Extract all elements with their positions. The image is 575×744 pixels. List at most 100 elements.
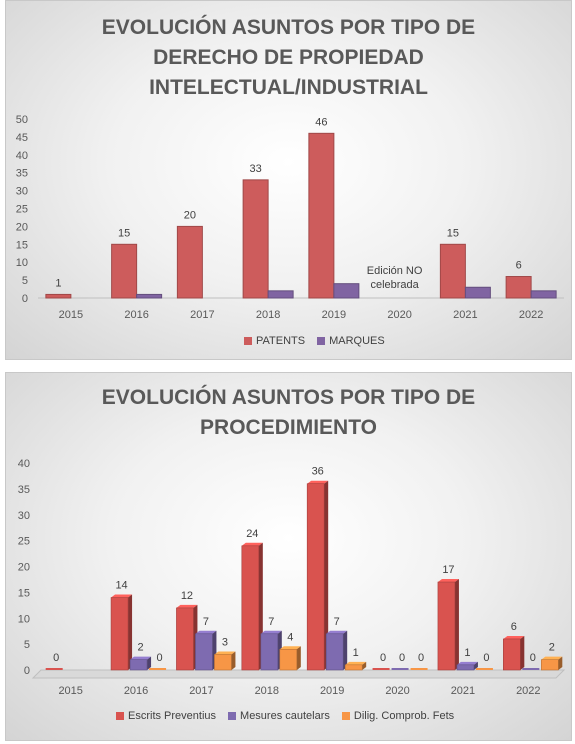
data-label: 15 bbox=[447, 227, 459, 239]
y-tick-label: 5 bbox=[22, 275, 28, 287]
bar-side-1 bbox=[324, 480, 329, 670]
bar-side-1 bbox=[454, 579, 459, 670]
bar-3 bbox=[541, 659, 559, 671]
bar-top-2 bbox=[456, 661, 478, 665]
bar-patents bbox=[308, 132, 335, 299]
chart-title-line: EVOLUCIÓN ASUNTOS POR TIPO DE bbox=[101, 16, 476, 39]
bar-top-2 bbox=[195, 630, 217, 634]
bar-side-3 bbox=[296, 646, 301, 670]
bar-2 bbox=[391, 668, 409, 670]
bar-2 bbox=[522, 668, 540, 670]
bar-chart-procedure: 0510152025303540201502016142020171273201… bbox=[18, 458, 566, 697]
y-tick-label: 45 bbox=[16, 132, 28, 144]
y-tick-label: 15 bbox=[16, 239, 28, 251]
bar-patents bbox=[242, 179, 269, 299]
bar-3 bbox=[344, 664, 363, 671]
legend-swatch bbox=[244, 337, 252, 345]
y-tick-label: 20 bbox=[18, 562, 30, 574]
bar-1 bbox=[372, 668, 390, 670]
data-label: 36 bbox=[312, 466, 324, 478]
data-label: 1 bbox=[353, 647, 359, 659]
y-tick-label: 0 bbox=[22, 293, 28, 305]
chart-panel-procedure: EVOLUCIÓN ASUNTOS POR TIPO DE PROCEDIMIE… bbox=[5, 372, 572, 741]
y-tick-label: 40 bbox=[16, 150, 28, 162]
bar-3 bbox=[475, 668, 493, 670]
x-tick-label: 2020 bbox=[387, 309, 411, 321]
x-tick-label: 2017 bbox=[189, 685, 213, 697]
bar-top-2 bbox=[260, 630, 282, 634]
x-tick-label: 2016 bbox=[124, 309, 148, 321]
data-label: 2 bbox=[549, 642, 555, 654]
data-label: 3 bbox=[222, 636, 228, 648]
chart-title: EVOLUCIÓN ASUNTOS POR TIPO DE DERECHO DE… bbox=[6, 13, 571, 103]
chart-title: EVOLUCIÓN ASUNTOS POR TIPO DE PROCEDIMIE… bbox=[6, 383, 571, 443]
chart-panel-ip-rights: EVOLUCIÓN ASUNTOS POR TIPO DE DERECHO DE… bbox=[5, 0, 572, 360]
bar-side-2 bbox=[343, 630, 348, 670]
chart-title-line: DERECHO DE PROPIEDAD bbox=[153, 46, 424, 69]
bar-2 bbox=[260, 633, 279, 671]
data-label: 0 bbox=[399, 652, 405, 664]
bar-top-1 bbox=[176, 604, 198, 608]
bar-patents bbox=[505, 276, 532, 299]
y-tick-label: 15 bbox=[18, 587, 30, 599]
x-tick-label: 2018 bbox=[255, 685, 279, 697]
legend-swatch bbox=[317, 337, 326, 345]
legend-item: Escrits Preventius bbox=[116, 710, 216, 722]
chart-legend: PATENTS MARQUES bbox=[244, 335, 385, 347]
bar-top-1 bbox=[111, 594, 133, 598]
bar-top-1 bbox=[307, 480, 329, 484]
floor-plane bbox=[31, 669, 566, 679]
bar-top-3 bbox=[541, 656, 563, 660]
legend-label: PATENTS bbox=[256, 335, 306, 347]
y-tick-label: 25 bbox=[16, 204, 28, 216]
data-label: 1 bbox=[464, 647, 470, 659]
legend-swatch bbox=[228, 712, 237, 720]
bar-marques bbox=[136, 293, 163, 299]
legend-swatch bbox=[341, 712, 350, 720]
bar-top-1 bbox=[241, 542, 263, 546]
bar-side-1 bbox=[520, 635, 525, 670]
bar-3 bbox=[279, 648, 298, 671]
bar-1 bbox=[110, 597, 129, 671]
chart-legend: Escrits Preventius Mesures cautelars Dilig… bbox=[116, 710, 454, 722]
x-tick-label: 2018 bbox=[256, 309, 280, 321]
bar-top-2 bbox=[130, 656, 152, 660]
bar-3 bbox=[410, 668, 428, 670]
legend-label: Escrits Preventius bbox=[128, 710, 217, 722]
y-tick-label: 10 bbox=[16, 257, 28, 269]
x-tick-label: 2020 bbox=[385, 685, 409, 697]
x-tick-label: 2016 bbox=[124, 685, 148, 697]
legend-item: MARQUES bbox=[317, 335, 385, 347]
x-tick-label: 2015 bbox=[58, 685, 82, 697]
data-label: 6 bbox=[516, 260, 522, 272]
bar-marques bbox=[333, 283, 360, 299]
bar-1 bbox=[503, 638, 521, 671]
y-tick-label: 40 bbox=[18, 458, 30, 470]
bar-top-1 bbox=[437, 579, 459, 583]
bar-patents bbox=[439, 243, 466, 299]
data-label: 33 bbox=[250, 163, 262, 175]
bar-2 bbox=[129, 659, 148, 671]
bar-side-3 bbox=[362, 661, 367, 670]
y-tick-label: 30 bbox=[16, 186, 28, 198]
x-tick-label: 2022 bbox=[519, 309, 543, 321]
legend-item: PATENTS bbox=[244, 335, 305, 347]
bar-patents bbox=[45, 293, 72, 299]
data-label: 0 bbox=[483, 652, 489, 664]
bar-chart-ip-rights: 0510152025303540455020151201615201720201… bbox=[16, 114, 564, 321]
bar-side-2 bbox=[147, 656, 152, 670]
bar-side-3 bbox=[558, 656, 563, 670]
legend-swatch bbox=[116, 712, 124, 720]
x-tick-label: 2019 bbox=[320, 685, 344, 697]
bar-marques bbox=[464, 286, 491, 299]
y-tick-label: 35 bbox=[18, 484, 30, 496]
bar-patents bbox=[176, 225, 203, 299]
data-label: 1 bbox=[55, 277, 61, 289]
bar-side-3 bbox=[231, 651, 236, 670]
data-label: 0 bbox=[157, 652, 163, 664]
legend-label: Mesures cautelars bbox=[240, 710, 330, 722]
bar-2 bbox=[325, 633, 344, 671]
chart-title-line: PROCEDIMIENTO bbox=[200, 416, 377, 439]
y-tick-label: 5 bbox=[24, 639, 30, 651]
legend-item: Mesures cautelars bbox=[228, 710, 330, 722]
